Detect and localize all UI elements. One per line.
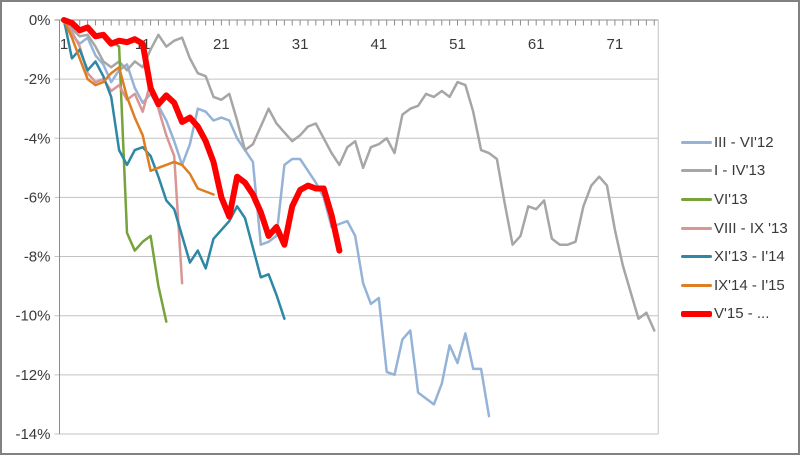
legend-swatch-icon	[681, 283, 712, 287]
x-axis-label: 31	[292, 36, 309, 53]
legend-swatch-icon	[681, 226, 712, 230]
chart-legend: III - VI'12 I - IV'13 VI'13 VIII - IX '13 XI…	[681, 128, 788, 328]
y-axis-label: -4%	[24, 130, 51, 147]
series-line-5	[62, 18, 215, 196]
x-axis-label: 1	[60, 36, 68, 53]
legend-item-5: IX'14 - I'15	[681, 271, 788, 300]
y-axis-label: -10%	[15, 308, 50, 325]
legend-item-2: VI'13	[681, 185, 788, 214]
legend-swatch-icon	[681, 310, 712, 317]
x-axis-label: 41	[370, 36, 387, 53]
legend-label: I - IV'13	[714, 162, 766, 180]
x-axis-label: 21	[213, 36, 230, 53]
series-line-4	[62, 18, 286, 320]
x-axis-label: 61	[528, 36, 545, 53]
y-axis-label: 0%	[29, 12, 51, 29]
x-axis-label: 71	[607, 36, 624, 53]
legend-label: IX'14 - I'15	[714, 276, 785, 294]
series-line-0	[62, 18, 491, 418]
legend-item-1: I - IV'13	[681, 157, 788, 186]
legend-swatch-icon	[681, 169, 712, 173]
legend-label: XI'13 - I'14	[714, 248, 785, 266]
legend-item-0: III - VI'12	[681, 128, 788, 157]
legend-swatch-icon	[681, 140, 712, 144]
series-line-1	[62, 18, 656, 332]
legend-label: VI'13	[714, 190, 748, 208]
legend-swatch-icon	[681, 197, 712, 201]
legend-label: VIII - IX '13	[714, 219, 788, 237]
legend-item-6: V'15 - ...	[681, 300, 788, 329]
legend-swatch-icon	[681, 255, 712, 259]
x-axis-label: 51	[449, 36, 466, 53]
y-axis-label: -6%	[24, 189, 51, 206]
y-axis-label: -14%	[15, 426, 50, 443]
legend-label: III - VI'12	[714, 133, 774, 151]
legend-item-3: VIII - IX '13	[681, 214, 788, 243]
y-axis-label: -8%	[24, 249, 51, 266]
y-axis-label: -12%	[15, 367, 50, 384]
legend-label: V'15 - ...	[714, 305, 770, 323]
legend-item-4: XI'13 - I'14	[681, 242, 788, 271]
series-line-6	[61, 17, 343, 254]
y-axis-label: -2%	[24, 71, 51, 88]
